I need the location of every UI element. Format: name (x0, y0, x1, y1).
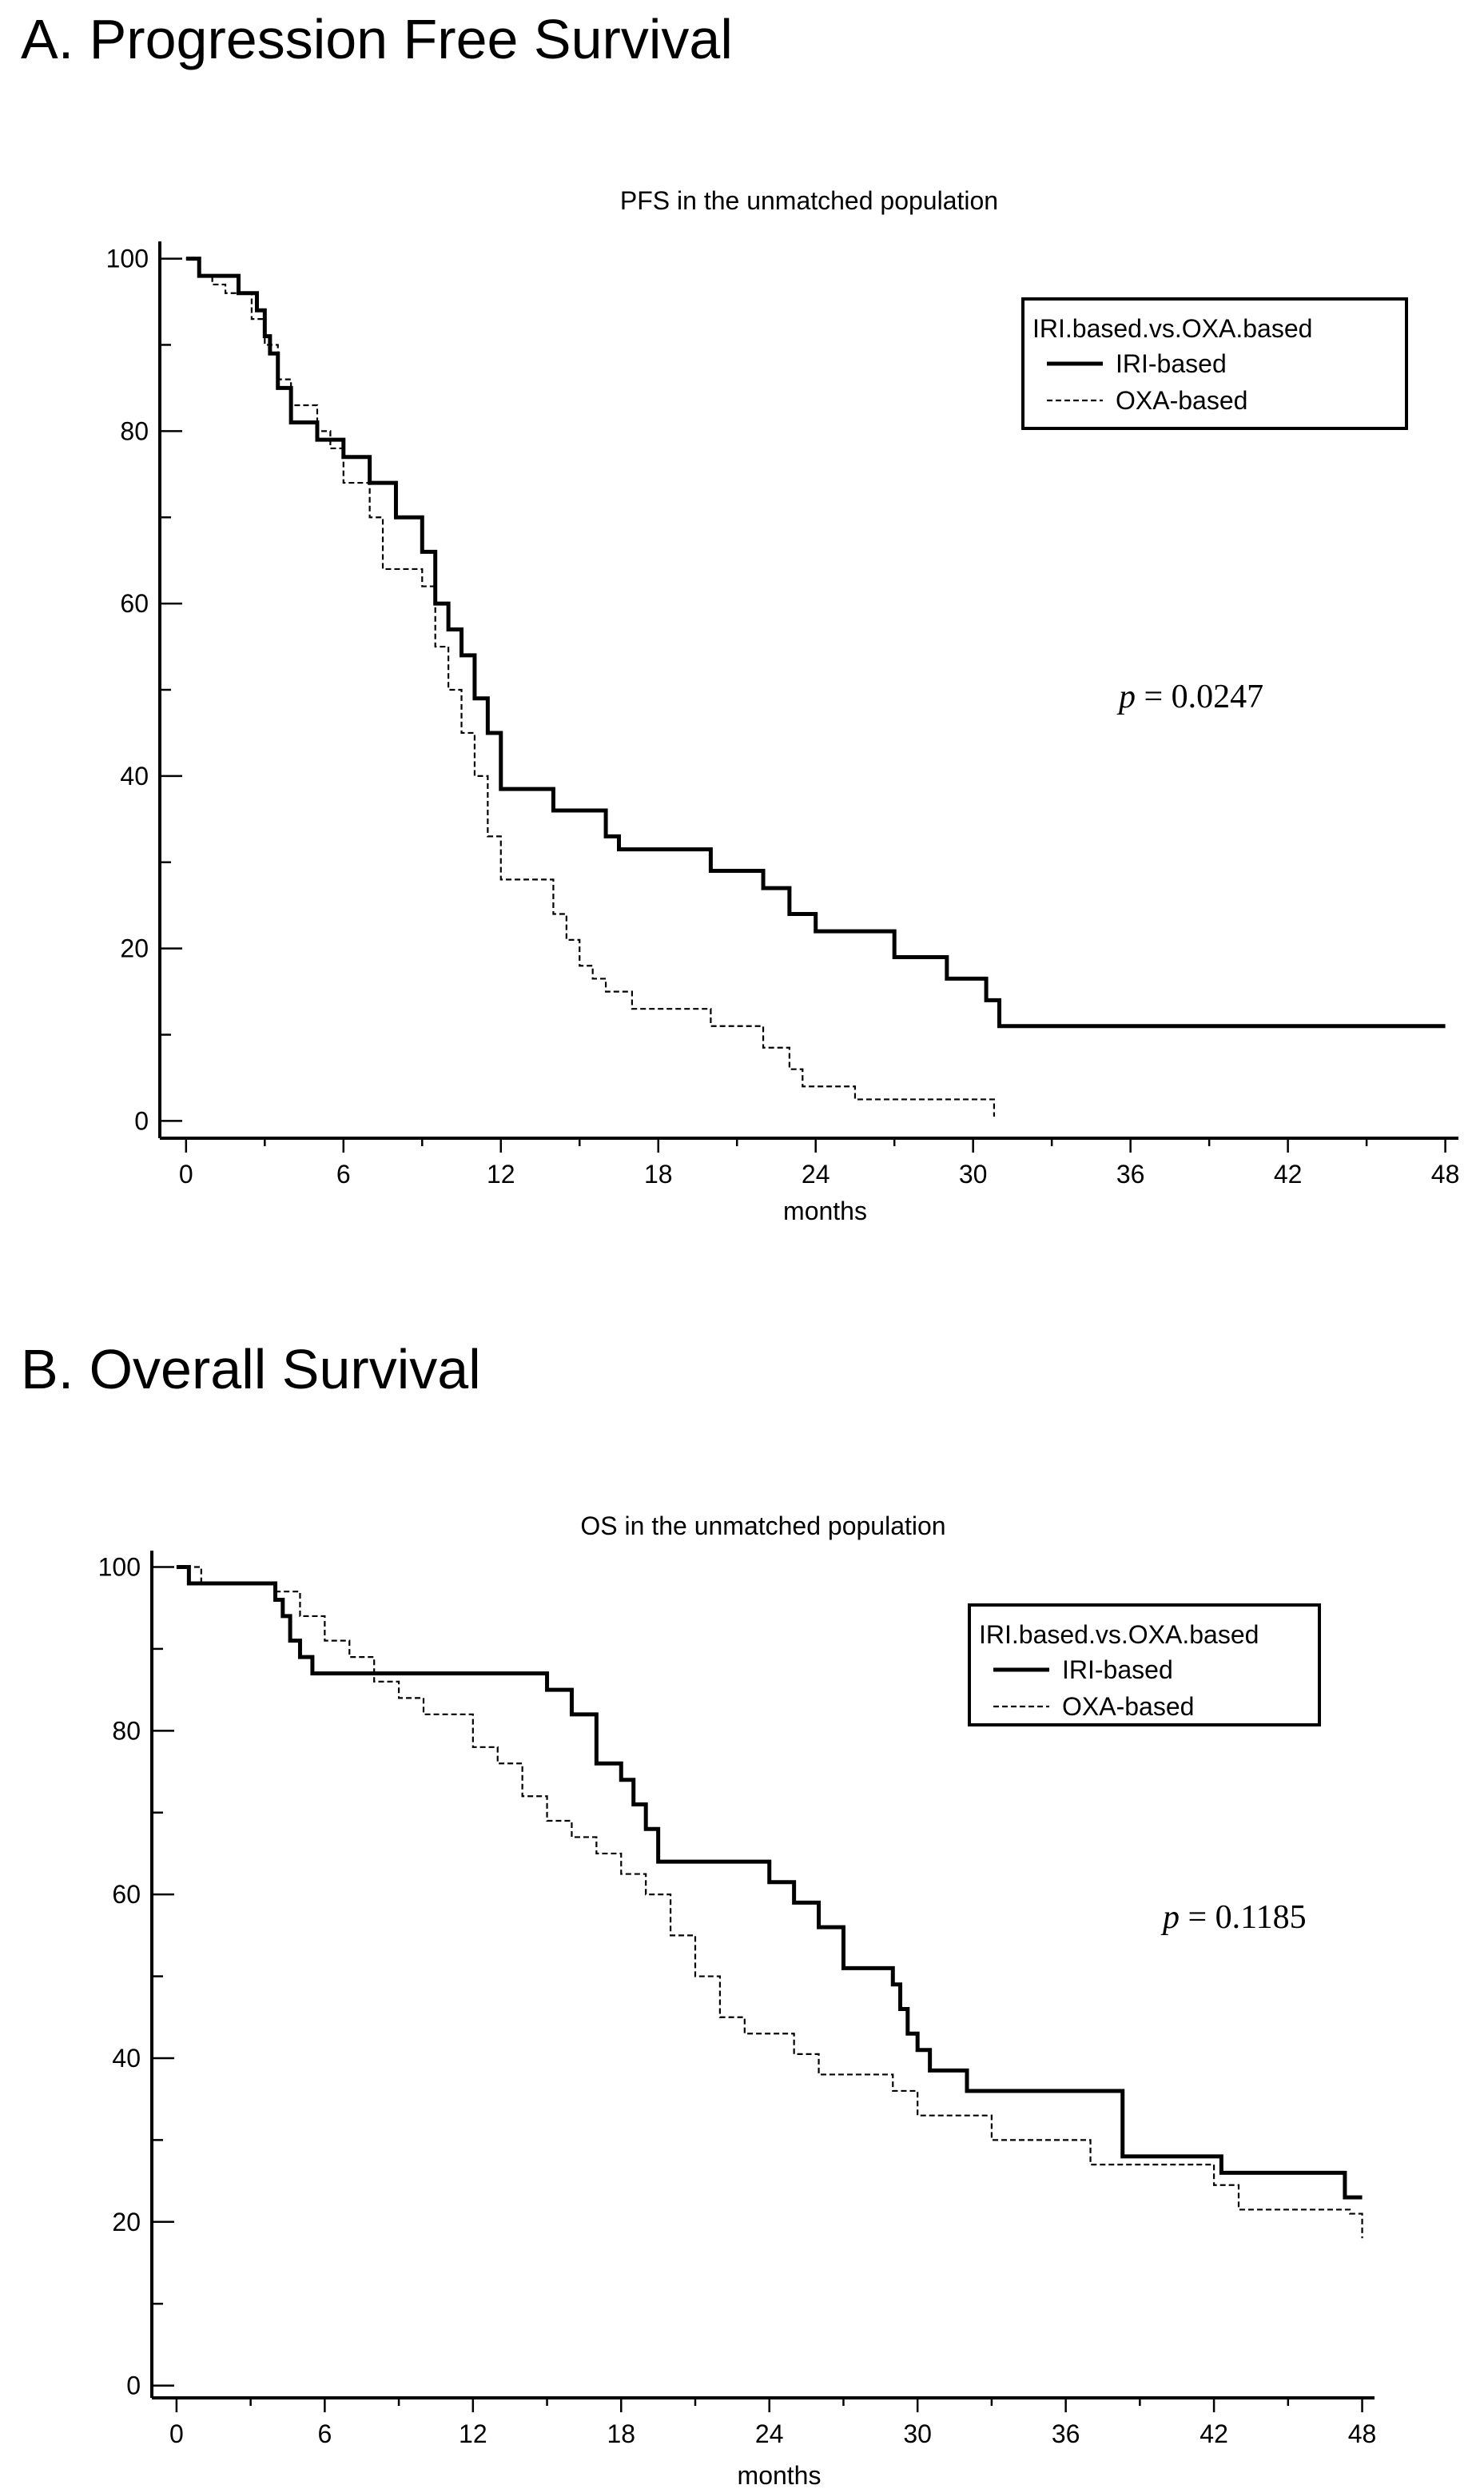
os-x-axis-label: months (738, 2461, 822, 2489)
os-y-tick-label: 80 (112, 1716, 141, 1745)
pfs-y-tick-label: 100 (106, 245, 149, 273)
os-legend-label-oxa-based: OXA-based (1062, 1692, 1194, 1721)
os-y-tick-label: 60 (112, 1880, 141, 1909)
os-x-tick-label: 18 (607, 2419, 635, 2448)
pfs-y-tick-label: 60 (120, 589, 149, 618)
os-p-value: p = 0.1185 (1160, 1899, 1307, 1936)
pfs-legend-title: IRI.based.vs.OXA.based (1032, 314, 1312, 343)
pfs-x-tick-label: 0 (179, 1160, 193, 1189)
os-curve-oxa-based (176, 1566, 1363, 2239)
pfs-x-tick-label: 18 (644, 1160, 673, 1189)
pfs-x-axis-label: months (783, 1197, 867, 1225)
pfs-legend-label-oxa-based: OXA-based (1116, 386, 1247, 415)
pfs-x-tick-label: 30 (959, 1160, 988, 1189)
pfs-y-tick-label: 40 (120, 762, 149, 791)
os-y-tick-label: 40 (112, 2044, 141, 2073)
pfs-x-tick-label: 42 (1274, 1160, 1303, 1189)
os-p-value-text: = 0.1185 (1180, 1899, 1307, 1936)
os-x-tick-label: 30 (903, 2419, 932, 2448)
os-legend-title: IRI.based.vs.OXA.based (979, 1620, 1259, 1649)
pfs-y-tick-label: 0 (134, 1106, 149, 1135)
pfs-curve-iri-based (185, 257, 1446, 1029)
os-y-tick-label: 0 (126, 2372, 141, 2400)
pfs-p-value-symbol: p (1116, 679, 1136, 715)
panel-a-heading: A. Progression Free Survival (21, 8, 733, 70)
os-x-tick-label: 48 (1348, 2419, 1377, 2448)
pfs-x-tick-label: 48 (1431, 1160, 1460, 1189)
panel-b-heading: B. Overall Survival (21, 1338, 481, 1400)
os-y-tick-label: 20 (112, 2208, 141, 2236)
pfs-x-tick-label: 24 (802, 1160, 830, 1189)
pfs-p-value: p = 0.0247 (1116, 679, 1263, 715)
os-x-tick-label: 42 (1200, 2419, 1228, 2448)
pfs-x-tick-label: 12 (487, 1160, 515, 1189)
os-curve-iri-based (176, 1564, 1363, 2200)
pfs-y-tick-label: 20 (120, 934, 149, 963)
os-p-value-symbol: p (1160, 1899, 1180, 1936)
os-x-tick-label: 36 (1052, 2419, 1080, 2448)
pfs-curve-oxa-based (185, 257, 996, 1117)
pfs-x-tick-label: 6 (336, 1160, 351, 1189)
os-x-tick-label: 24 (755, 2419, 784, 2448)
os-chart-title: OS in the unmatched population (580, 1511, 945, 1540)
pfs-legend-label-iri-based: IRI-based (1116, 349, 1227, 378)
os-x-tick-label: 0 (169, 2419, 184, 2448)
os-legend-label-iri-based: IRI-based (1062, 1655, 1173, 1684)
os-x-tick-label: 6 (317, 2419, 332, 2448)
os-legend-box (968, 1603, 1321, 1726)
pfs-x-tick-label: 36 (1116, 1160, 1145, 1189)
os-y-tick-label: 100 (98, 1552, 141, 1581)
pfs-p-value-text: = 0.0247 (1136, 679, 1263, 715)
pfs-y-tick-label: 80 (120, 416, 149, 445)
os-x-tick-label: 12 (459, 2419, 487, 2448)
pfs-chart-title: PFS in the unmatched population (620, 186, 998, 215)
